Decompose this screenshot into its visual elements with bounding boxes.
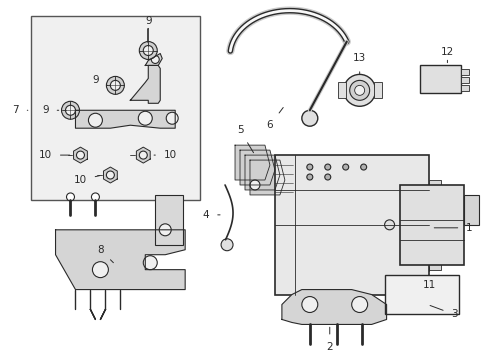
Bar — [461, 69, 468, 75]
Polygon shape — [244, 155, 279, 190]
Circle shape — [301, 110, 317, 126]
Bar — [31, 15, 200, 200]
Text: 10: 10 — [39, 150, 70, 160]
Circle shape — [249, 180, 260, 190]
Circle shape — [354, 85, 364, 95]
Text: 9: 9 — [144, 15, 151, 29]
Circle shape — [349, 80, 369, 100]
Circle shape — [360, 164, 366, 170]
Circle shape — [159, 224, 171, 236]
Circle shape — [384, 220, 394, 230]
Bar — [461, 85, 468, 91]
Circle shape — [151, 55, 159, 63]
Text: 6: 6 — [266, 108, 283, 130]
Bar — [464, 195, 478, 225]
Circle shape — [139, 151, 147, 159]
Text: 1: 1 — [433, 223, 472, 233]
Circle shape — [221, 239, 233, 251]
Text: 5: 5 — [236, 125, 253, 153]
Polygon shape — [235, 145, 269, 180]
Text: 12: 12 — [440, 48, 453, 63]
Circle shape — [91, 193, 99, 201]
Polygon shape — [130, 66, 160, 103]
Circle shape — [76, 151, 84, 159]
Circle shape — [92, 262, 108, 278]
Text: 10: 10 — [154, 150, 177, 160]
Bar — [428, 180, 441, 200]
Circle shape — [106, 76, 124, 94]
Circle shape — [166, 112, 178, 124]
Text: 3: 3 — [429, 306, 457, 319]
Circle shape — [65, 105, 75, 115]
Polygon shape — [136, 147, 150, 163]
Circle shape — [306, 174, 312, 180]
Circle shape — [342, 164, 348, 170]
Bar — [428, 215, 441, 235]
Text: 13: 13 — [352, 54, 366, 75]
Text: 4: 4 — [203, 210, 220, 220]
Polygon shape — [75, 110, 175, 128]
Bar — [274, 155, 428, 294]
Polygon shape — [103, 167, 117, 183]
Circle shape — [110, 80, 120, 90]
Circle shape — [139, 41, 157, 59]
Circle shape — [324, 164, 330, 170]
Bar — [384, 275, 458, 315]
Text: 9: 9 — [42, 105, 59, 115]
Circle shape — [301, 297, 317, 312]
Polygon shape — [281, 289, 386, 324]
Circle shape — [351, 297, 367, 312]
Polygon shape — [73, 147, 87, 163]
Text: 11: 11 — [422, 267, 435, 289]
Circle shape — [138, 111, 152, 125]
Polygon shape — [56, 230, 185, 289]
Bar — [461, 77, 468, 84]
Circle shape — [143, 45, 153, 55]
Circle shape — [106, 171, 114, 179]
Bar — [399, 185, 464, 265]
Bar — [428, 250, 441, 270]
Polygon shape — [240, 150, 274, 185]
Circle shape — [306, 164, 312, 170]
Polygon shape — [145, 54, 162, 66]
Polygon shape — [249, 160, 285, 195]
Circle shape — [343, 75, 375, 106]
Bar — [337, 82, 345, 98]
Circle shape — [324, 174, 330, 180]
Circle shape — [61, 101, 80, 119]
Circle shape — [88, 113, 102, 127]
Bar — [373, 82, 381, 98]
Text: 9: 9 — [92, 75, 107, 85]
Circle shape — [143, 256, 157, 270]
Bar — [155, 195, 183, 245]
Text: 7: 7 — [12, 105, 28, 115]
Circle shape — [66, 193, 74, 201]
Bar — [419, 66, 461, 93]
Text: 8: 8 — [97, 245, 113, 263]
Text: 10: 10 — [74, 175, 100, 185]
Text: 2: 2 — [326, 327, 332, 352]
